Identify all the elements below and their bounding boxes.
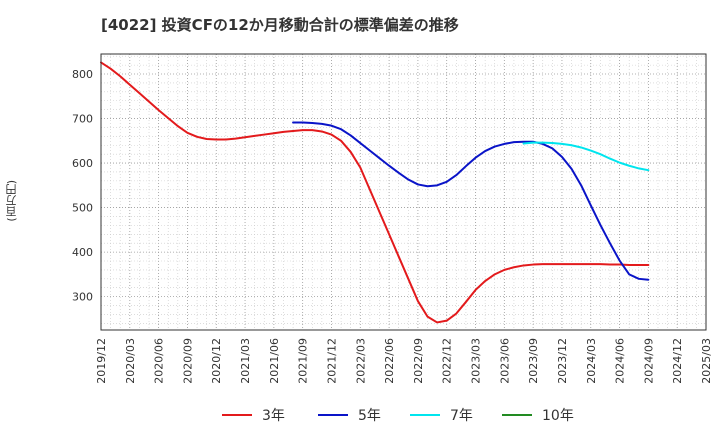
series-lines	[100, 61, 650, 324]
x-tick-label: 2021/06	[268, 338, 281, 384]
x-ticks: 2019/12 2020/03 2020/06 2020/09 2020/12 2021/…	[95, 338, 713, 384]
x-tick-label: 2024/12	[671, 338, 684, 384]
series-line-3年	[100, 61, 650, 324]
x-tick-label: 2024/03	[585, 338, 598, 384]
x-tick-label: 2022/06	[383, 338, 396, 384]
series-line-7年	[522, 141, 650, 172]
y-tick-label: 700	[72, 113, 93, 126]
y-tick-label: 500	[72, 202, 93, 215]
chart-title: [4022] 投資CFの12か月移動合計の標準偏差の推移	[101, 16, 459, 34]
x-tick-label: 2024/06	[614, 338, 627, 384]
x-tick-label: 2019/12	[95, 338, 108, 384]
x-tick-label: 2023/09	[527, 338, 540, 384]
x-tick-label: 2022/03	[354, 338, 367, 384]
series-line-5年	[292, 121, 650, 281]
legend-label: 10年	[542, 408, 574, 424]
legend-swatch	[318, 414, 348, 416]
x-tick-label: 2020/03	[124, 338, 137, 384]
plot-border	[100, 53, 707, 331]
x-tick-label: 2023/03	[470, 338, 483, 384]
legend-item: 3年	[222, 404, 285, 426]
legend: 3年 5年 7年 10年	[0, 404, 720, 426]
legend-item: 5年	[318, 404, 381, 426]
legend-item: 7年	[410, 404, 473, 426]
grid	[100, 54, 707, 330]
x-tick-label: 2023/06	[498, 338, 511, 384]
x-tick-label: 2024/09	[642, 338, 655, 384]
legend-label: 3年	[262, 408, 285, 424]
x-tick-label: 2021/12	[325, 338, 338, 384]
x-tick-label: 2022/12	[441, 338, 454, 384]
y-tick-label: 800	[72, 68, 93, 81]
x-tick-label: 2020/06	[153, 338, 166, 384]
legend-label: 5年	[358, 408, 381, 424]
legend-label: 7年	[450, 408, 473, 424]
x-tick-label: 2020/12	[210, 338, 223, 384]
legend-swatch	[410, 414, 440, 416]
x-tick-label: 2023/12	[556, 338, 569, 384]
y-tick-label: 600	[72, 157, 93, 170]
x-tick-label: 2020/09	[181, 338, 194, 384]
legend-swatch	[222, 414, 252, 416]
x-tick-label: 2025/03	[700, 338, 713, 384]
x-tick-label: 2021/03	[239, 338, 252, 384]
y-ticks: 300 400 500 600 700 800	[72, 68, 93, 304]
x-tick-label: 2022/09	[412, 338, 425, 384]
x-tick-label: 2021/09	[297, 338, 310, 384]
legend-item: 10年	[502, 404, 574, 426]
legend-swatch	[502, 414, 532, 416]
y-tick-label: 400	[72, 246, 93, 259]
y-tick-label: 300	[72, 291, 93, 304]
